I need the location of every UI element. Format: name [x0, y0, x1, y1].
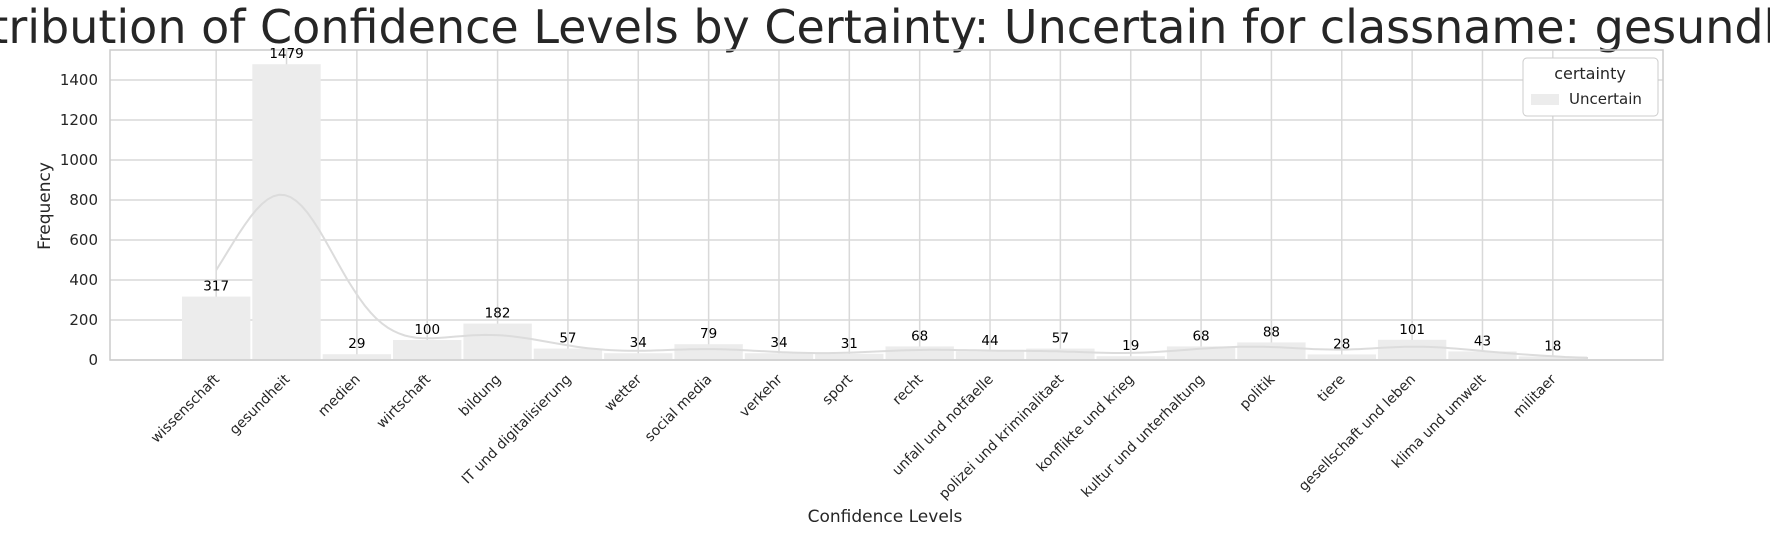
x-tick-label: tiere — [1315, 372, 1349, 406]
legend: certainty Uncertain — [1522, 57, 1659, 117]
plot-frame — [109, 49, 1664, 361]
bar-value-label: 29 — [348, 336, 365, 352]
bar-value-label: 100 — [414, 322, 440, 338]
bar — [1518, 356, 1587, 360]
x-tick-label: social media — [642, 372, 716, 446]
y-axis-label: Frequency — [35, 162, 55, 250]
bars — [182, 64, 1587, 360]
bar — [1307, 354, 1376, 360]
bar — [463, 323, 532, 360]
bar — [674, 344, 743, 360]
bar-value-label: 19 — [1122, 338, 1139, 354]
bar-value-label: 34 — [630, 335, 647, 351]
y-tick-label: 1400 — [60, 71, 98, 89]
bar-value-label: 79 — [700, 326, 717, 342]
grid-lines — [110, 50, 1663, 361]
y-tick-label: 400 — [69, 271, 98, 289]
bar — [252, 64, 321, 360]
data-labels: 317 1479 29 100 182 57 34 79 34 31 68 44 57 19 68 88 28 1… — [203, 46, 1561, 354]
y-tick-label: 0 — [88, 351, 98, 369]
bar — [322, 354, 392, 360]
bar-value-label: 101 — [1399, 322, 1425, 338]
x-tick-label: recht — [890, 371, 927, 408]
bar-value-label: 43 — [1474, 333, 1491, 349]
x-tick-label: gesundheit — [227, 371, 294, 438]
bar — [182, 296, 251, 360]
x-axis-label: Confidence Levels — [808, 507, 963, 527]
x-tick-label: wissenschaft — [148, 371, 223, 446]
y-tick-label: 200 — [69, 311, 98, 329]
y-tick-label: 1000 — [60, 151, 98, 169]
bar-value-label: 57 — [559, 331, 576, 347]
x-tick-label: medien — [315, 372, 363, 420]
y-tick-label: 600 — [69, 231, 98, 249]
bar — [1448, 351, 1517, 360]
x-tick-label: wetter — [602, 371, 646, 415]
x-tick-label: kultur und unterhaltung — [1079, 372, 1208, 501]
bar — [604, 353, 673, 360]
x-tick-label: gesellschaft und leben — [1296, 372, 1419, 495]
bar — [815, 353, 884, 360]
bar-value-label: 34 — [770, 335, 787, 351]
bar — [1096, 356, 1165, 360]
legend-entry-uncertain: Uncertain — [1569, 90, 1642, 108]
bar-value-label: 68 — [1192, 328, 1209, 344]
bar-value-label: 18 — [1544, 338, 1561, 354]
chart-title: Distribution of Confidence Levels by Cer… — [0, 0, 1770, 54]
bar — [885, 346, 954, 360]
x-tick-label: verkehr — [737, 371, 786, 420]
x-tick-label: sport — [819, 371, 856, 408]
bar-value-label: 28 — [1333, 336, 1350, 352]
x-tick-label: politik — [1237, 371, 1279, 413]
x-tick-label: wirtschaft — [374, 371, 435, 432]
bar-value-label: 31 — [841, 336, 858, 352]
y-tick-label: 1200 — [60, 111, 98, 129]
bar — [744, 353, 814, 360]
x-tick-label: polizei und kriminalitaet — [936, 371, 1067, 502]
bar-value-label: 68 — [911, 328, 928, 344]
bar — [393, 340, 462, 360]
y-axis-ticks: 0 200 400 600 800 1000 1200 1400 — [60, 71, 98, 369]
bar-value-label: 317 — [203, 279, 229, 295]
bar-value-label: 1479 — [269, 46, 303, 62]
x-axis-ticks: wissenschaft gesundheit medien wirtschaft bi… — [148, 371, 1560, 503]
bar — [533, 348, 603, 360]
x-tick-label: militaer — [1510, 371, 1559, 420]
bar-value-label: 182 — [485, 306, 511, 322]
legend-swatch — [1531, 94, 1559, 105]
bar-value-label: 88 — [1263, 324, 1280, 340]
y-tick-label: 800 — [69, 191, 98, 209]
legend-title: certainty — [1554, 64, 1626, 83]
bar — [1377, 339, 1447, 360]
bar — [1237, 342, 1306, 360]
bar — [955, 351, 1025, 360]
x-tick-label: bildung — [456, 372, 504, 420]
bar-value-label: 44 — [981, 333, 998, 349]
bar — [1026, 348, 1095, 360]
bar-value-label: 57 — [1052, 331, 1069, 347]
kde-curve — [215, 193, 1589, 359]
